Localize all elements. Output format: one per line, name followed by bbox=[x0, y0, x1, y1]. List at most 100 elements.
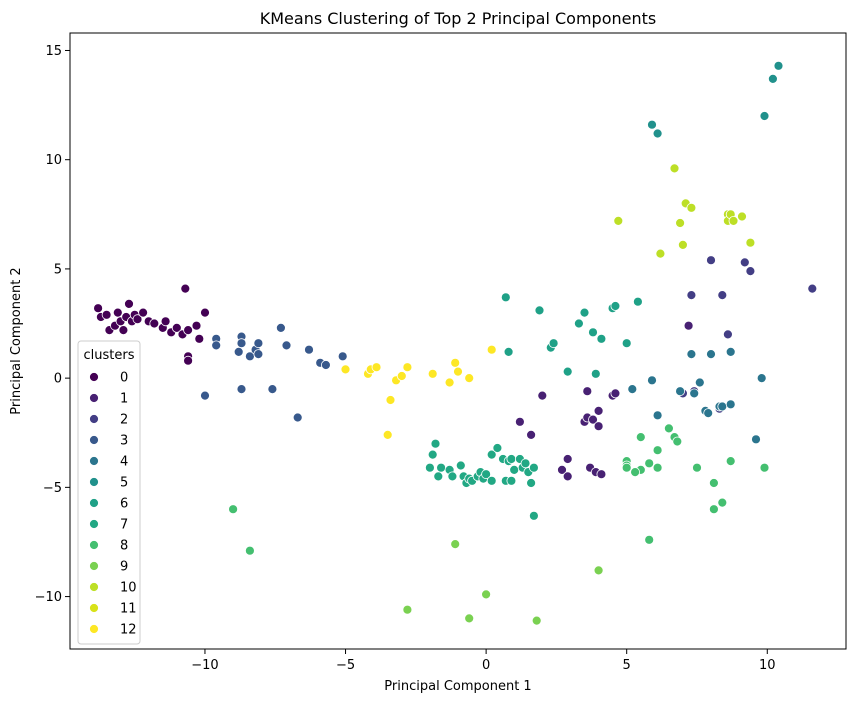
point-cluster-7-26 bbox=[520, 458, 531, 469]
point-cluster-1-8 bbox=[582, 386, 593, 397]
point-cluster-7-31 bbox=[424, 462, 435, 473]
point-cluster-7-1 bbox=[430, 438, 441, 449]
point-cluster-8-7 bbox=[630, 467, 640, 478]
point-cluster-9-1 bbox=[450, 539, 461, 549]
legend-marker-9 bbox=[89, 561, 99, 571]
point-cluster-3-16 bbox=[236, 384, 247, 395]
scatter-points bbox=[93, 60, 818, 626]
point-cluster-4-4 bbox=[686, 349, 697, 360]
point-cluster-9-4 bbox=[531, 615, 542, 626]
point-cluster-7-3 bbox=[436, 462, 447, 473]
point-cluster-1-0 bbox=[515, 416, 525, 427]
point-cluster-10-10 bbox=[728, 215, 739, 226]
legend-label-11: 11 bbox=[120, 602, 137, 617]
point-cluster-4-1 bbox=[647, 375, 657, 386]
point-cluster-4-0 bbox=[627, 384, 638, 395]
point-cluster-8-10 bbox=[652, 462, 663, 473]
point-cluster-4-14 bbox=[751, 434, 761, 445]
point-cluster-3-6 bbox=[253, 338, 264, 349]
point-cluster-7-29 bbox=[529, 462, 539, 473]
point-cluster-2-2 bbox=[717, 290, 728, 301]
point-cluster-12-7 bbox=[396, 371, 407, 381]
legend-marker-6 bbox=[89, 498, 99, 508]
point-cluster-8-13 bbox=[672, 436, 683, 447]
point-cluster-8-8 bbox=[644, 458, 655, 469]
point-cluster-5-0 bbox=[647, 119, 657, 130]
x-tick-label-2: 0 bbox=[482, 658, 490, 673]
point-cluster-0-0 bbox=[93, 303, 103, 314]
point-cluster-7-17 bbox=[492, 443, 503, 453]
point-cluster-10-12 bbox=[745, 237, 756, 248]
point-cluster-9-3 bbox=[481, 589, 492, 600]
legend-label-5: 5 bbox=[120, 476, 128, 491]
point-cluster-1-13 bbox=[593, 421, 604, 432]
chart-title: KMeans Clustering of Top 2 Principal Com… bbox=[260, 9, 656, 28]
point-cluster-8-19 bbox=[759, 462, 770, 473]
legend-marker-5 bbox=[89, 477, 99, 487]
legend-box bbox=[77, 340, 141, 645]
point-cluster-12-12 bbox=[453, 366, 463, 377]
point-cluster-0-22 bbox=[180, 283, 191, 294]
legend-marker-3 bbox=[89, 435, 99, 445]
point-cluster-0-23 bbox=[191, 320, 202, 331]
legend-marker-8 bbox=[89, 540, 99, 550]
point-cluster-12-3 bbox=[371, 362, 382, 373]
legend-label-9: 9 bbox=[120, 560, 128, 575]
point-cluster-12-10 bbox=[444, 377, 455, 388]
point-cluster-3-15 bbox=[200, 390, 210, 401]
legend-marker-12 bbox=[89, 624, 99, 634]
point-cluster-8-9 bbox=[652, 445, 663, 456]
point-cluster-9-2 bbox=[464, 613, 475, 624]
point-cluster-10-6 bbox=[686, 202, 697, 213]
point-cluster-4-11 bbox=[717, 401, 728, 412]
point-cluster-5-1 bbox=[652, 128, 663, 139]
point-cluster-0-24 bbox=[200, 307, 210, 318]
point-cluster-1-10 bbox=[588, 414, 598, 425]
point-cluster-8-20 bbox=[644, 534, 655, 545]
legend-label-4: 4 bbox=[120, 455, 128, 470]
point-cluster-12-11 bbox=[450, 357, 461, 368]
point-cluster-1-2 bbox=[537, 390, 548, 401]
legend-label-10: 10 bbox=[120, 581, 137, 596]
x-tick-label-3: 5 bbox=[623, 658, 631, 673]
point-cluster-3-8 bbox=[275, 322, 286, 333]
point-cluster-0-19 bbox=[171, 322, 182, 333]
point-cluster-1-1 bbox=[526, 429, 536, 440]
legend-marker-11 bbox=[89, 603, 99, 613]
point-cluster-12-8 bbox=[402, 362, 413, 373]
point-cluster-8-11 bbox=[664, 423, 674, 434]
point-cluster-8-15 bbox=[709, 478, 719, 488]
point-cluster-10-2 bbox=[669, 163, 680, 174]
point-cluster-4-13 bbox=[725, 399, 736, 410]
point-cluster-2-1 bbox=[706, 255, 716, 266]
point-cluster-0-13 bbox=[138, 307, 149, 318]
point-cluster-7-30 bbox=[529, 510, 539, 521]
point-cluster-3-13 bbox=[337, 351, 348, 362]
point-cluster-6-4 bbox=[548, 338, 559, 349]
y-axis-label: Principal Component 2 bbox=[9, 267, 24, 414]
point-cluster-8-16 bbox=[709, 504, 719, 515]
point-cluster-8-2 bbox=[635, 432, 646, 443]
x-tick-label-0: −10 bbox=[191, 658, 218, 673]
point-cluster-12-4 bbox=[385, 395, 396, 405]
point-cluster-0-26 bbox=[183, 355, 194, 366]
y-axis-ticks: −10 −5 0 5 10 15 bbox=[35, 44, 70, 605]
point-cluster-9-5 bbox=[593, 565, 604, 576]
point-cluster-7-23 bbox=[509, 464, 520, 475]
legend-label-2: 2 bbox=[120, 413, 128, 428]
point-cluster-7-16 bbox=[486, 475, 497, 486]
point-cluster-1-4 bbox=[562, 454, 573, 464]
point-cluster-7-15 bbox=[486, 449, 497, 460]
point-cluster-0-17 bbox=[160, 316, 171, 327]
point-cluster-0-27 bbox=[194, 333, 205, 344]
legend-label-6: 6 bbox=[120, 497, 128, 512]
point-cluster-4-9 bbox=[706, 349, 716, 360]
point-cluster-3-18 bbox=[292, 412, 303, 423]
point-cluster-0-2 bbox=[101, 309, 112, 320]
point-cluster-10-3 bbox=[675, 218, 685, 228]
point-cluster-3-10 bbox=[304, 344, 314, 355]
point-cluster-5-4 bbox=[773, 60, 784, 71]
point-cluster-7-2 bbox=[433, 471, 444, 482]
legend-marker-2 bbox=[89, 414, 99, 424]
point-cluster-7-5 bbox=[447, 471, 458, 482]
